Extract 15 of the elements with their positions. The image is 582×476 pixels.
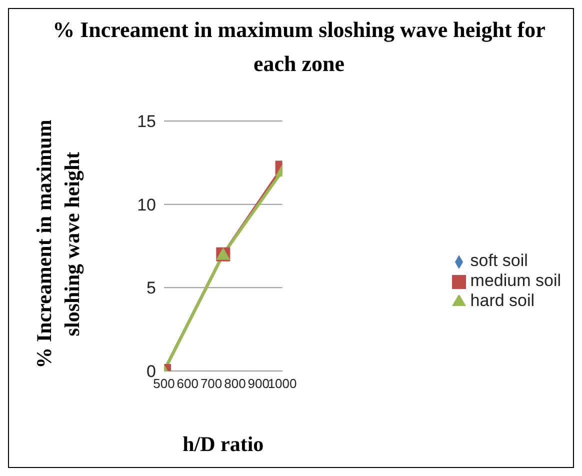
x-axis-title: h/D ratio — [182, 432, 264, 456]
legend-label: soft soil — [470, 251, 528, 270]
x-tick-label: 600 — [176, 376, 199, 392]
x-tick-label: 500 — [153, 376, 175, 392]
x-tick-label: 800 — [224, 376, 246, 392]
x-tick-label: 1000 — [268, 376, 297, 392]
legend-label: hard soil — [470, 291, 535, 310]
x-tick-label: 700 — [200, 376, 222, 392]
chart-title: % Increament in maximum sloshing wave height for each zone — [52, 16, 546, 78]
legend-label: medium soil — [470, 271, 561, 290]
y-tick-label: 15 — [137, 112, 156, 132]
y-tick-label: 10 — [137, 195, 156, 214]
x-tick-label: 900 — [248, 376, 270, 392]
y-axis-title: % Increament in maximum sloshing wave height — [31, 118, 85, 370]
y-tick-label: 5 — [146, 278, 156, 298]
